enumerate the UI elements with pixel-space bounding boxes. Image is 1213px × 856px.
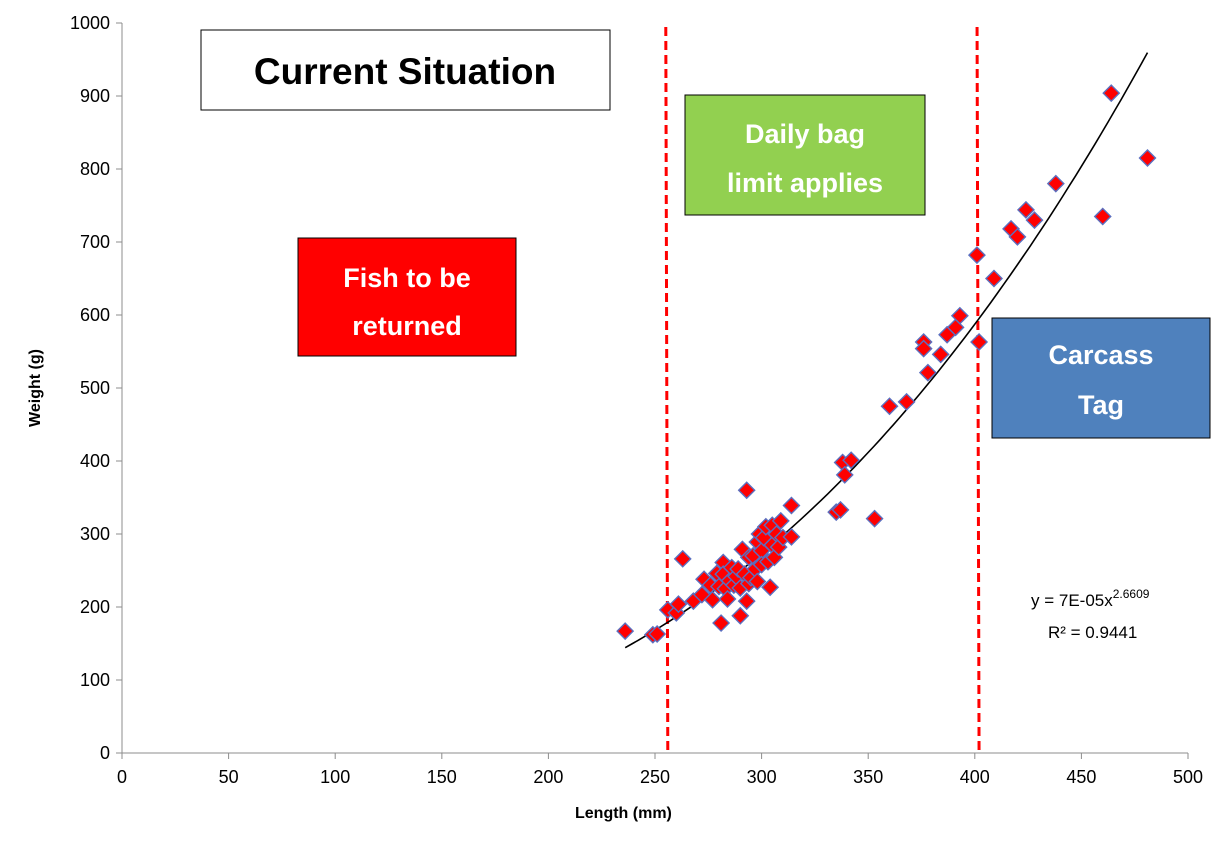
data-point — [703, 590, 722, 609]
limit-lines — [664, 26, 981, 754]
data-point — [712, 614, 731, 633]
data-point — [1102, 84, 1121, 103]
x-ticks: 0 50 100 150 200 250 300 350 400 450 500 — [117, 753, 1203, 787]
y-tick-label: 300 — [80, 524, 110, 544]
data-point — [918, 363, 937, 382]
data-point — [967, 246, 986, 265]
title-box-text: Current Situation — [254, 51, 556, 92]
data-point — [1138, 149, 1157, 168]
data-point — [731, 606, 750, 625]
data-point — [782, 527, 801, 546]
carcass-tag-box-rect — [991, 317, 1211, 439]
data-point — [897, 392, 916, 411]
data-point — [1016, 200, 1035, 219]
data-points — [616, 84, 1157, 644]
y-tick-label: 100 — [80, 670, 110, 690]
carcass-tag-box-line-1: Carcass — [1048, 340, 1153, 370]
title-box: Current Situation — [200, 29, 611, 111]
x-tick-label: 450 — [1066, 767, 1096, 787]
bag-limit-box-line-2: limit applies — [727, 168, 883, 198]
bag-limit-box: Daily bag limit applies — [684, 94, 926, 216]
size-limit-line — [975, 26, 981, 754]
y-tick-label: 500 — [80, 378, 110, 398]
data-point — [748, 572, 767, 591]
y-tick-label: 200 — [80, 597, 110, 617]
bag-limit-box-line-1: Daily bag — [745, 119, 865, 149]
y-tick-label: 900 — [80, 86, 110, 106]
data-point — [1093, 207, 1112, 226]
data-point — [880, 397, 899, 416]
data-point — [835, 465, 854, 484]
data-point — [865, 509, 884, 528]
data-point — [914, 339, 933, 358]
returned-box-line-1: Fish to be — [343, 263, 471, 293]
data-point — [970, 333, 989, 351]
trendline-equation: y = 7E-05x2.6609 R² = 0.9441 — [1031, 587, 1150, 642]
data-point — [761, 578, 780, 597]
carcass-tag-box: Carcass Tag — [991, 317, 1211, 439]
y-tick-label: 600 — [80, 305, 110, 325]
data-point — [771, 511, 790, 530]
y-tick-label: 400 — [80, 451, 110, 471]
returned-box-rect — [297, 237, 517, 357]
data-point — [737, 592, 756, 611]
size-limit-line — [664, 26, 670, 754]
data-point — [669, 595, 688, 614]
data-point — [673, 549, 692, 568]
data-point — [1008, 227, 1027, 246]
x-tick-label: 50 — [219, 767, 239, 787]
returned-box: Fish to be returned — [297, 237, 517, 357]
data-point — [648, 625, 667, 643]
data-point — [782, 496, 801, 515]
x-tick-label: 250 — [640, 767, 670, 787]
data-point — [842, 451, 861, 470]
y-axis-title: Weight (g) — [27, 349, 44, 427]
y-tick-label: 800 — [80, 159, 110, 179]
title-box-rect — [200, 29, 611, 111]
equation-base: y = 7E-05x — [1031, 591, 1113, 610]
carcass-tag-box-line-2: Tag — [1078, 390, 1124, 420]
x-axis-title: Length (mm) — [575, 805, 672, 822]
x-tick-label: 150 — [427, 767, 457, 787]
r-squared-text: R² = 0.9441 — [1048, 623, 1137, 642]
bag-limit-box-rect — [684, 94, 926, 216]
x-tick-label: 200 — [533, 767, 563, 787]
data-point — [1046, 174, 1065, 193]
returned-box-line-2: returned — [352, 311, 462, 341]
y-ticks: 0 100 200 300 400 500 600 700 800 900 1000 — [70, 13, 122, 763]
x-tick-label: 300 — [747, 767, 777, 787]
equation-text: y = 7E-05x2.6609 — [1031, 587, 1150, 610]
x-tick-label: 100 — [320, 767, 350, 787]
data-point — [931, 345, 950, 364]
data-point — [737, 481, 756, 500]
data-point — [718, 589, 737, 608]
y-tick-label: 700 — [80, 232, 110, 252]
x-tick-label: 400 — [960, 767, 990, 787]
data-point — [1025, 211, 1044, 230]
y-tick-label: 0 — [100, 743, 110, 763]
data-point — [984, 269, 1003, 288]
x-tick-label: 0 — [117, 767, 127, 787]
data-point — [831, 500, 850, 519]
data-point — [616, 622, 635, 641]
y-tick-label: 1000 — [70, 13, 110, 33]
x-tick-label: 350 — [853, 767, 883, 787]
x-tick-label: 500 — [1173, 767, 1203, 787]
data-point — [950, 306, 969, 325]
equation-exponent: 2.6609 — [1113, 587, 1150, 601]
